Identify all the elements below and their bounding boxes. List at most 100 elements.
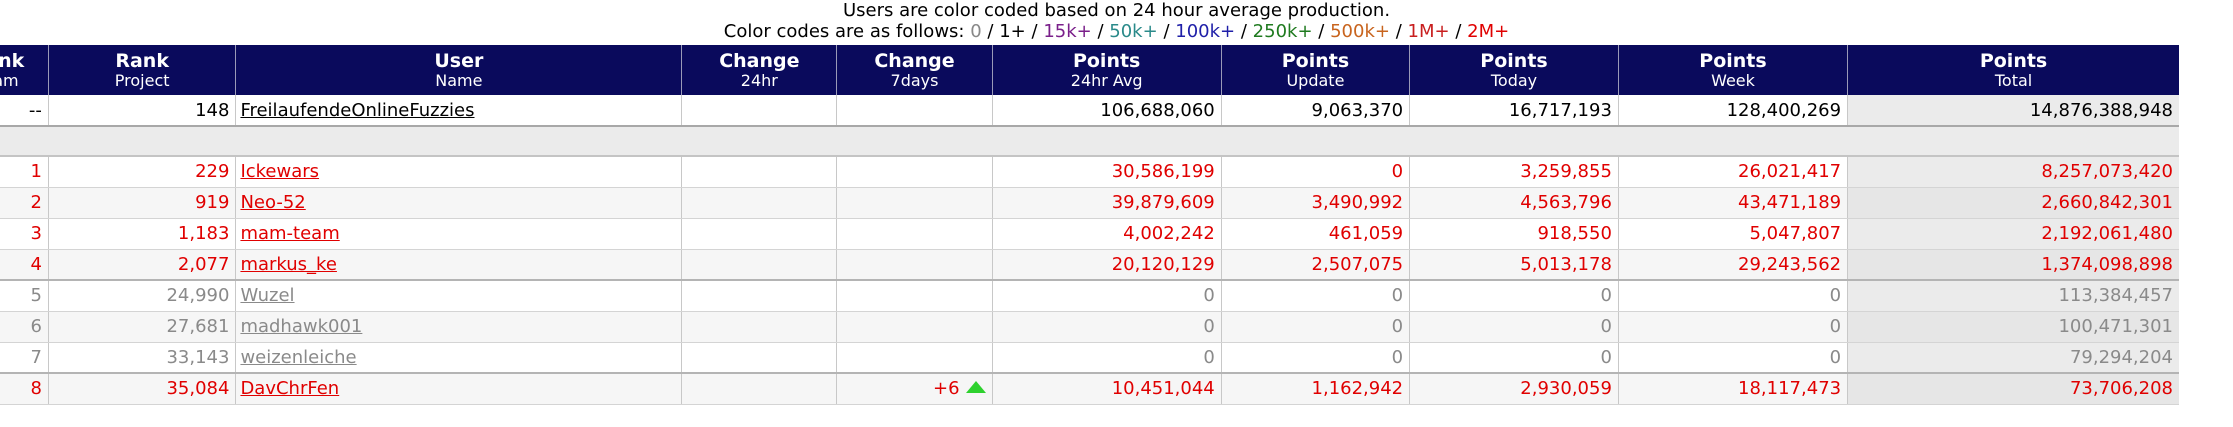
header-sublabel: Name [435,70,483,90]
cell-update: 2,507,075 [1220,249,1410,281]
header-label: Points [1480,49,1548,72]
color-code-15k: 15k+ [1043,21,1092,42]
header-points-week[interactable]: Points Week [1617,45,1848,95]
header-sublabel: 7days [890,70,939,90]
cell-rank-project: 33,143 [47,342,236,374]
user-name-link[interactable]: madhawk001 [240,316,363,337]
user-name-link[interactable]: DavChrFen [240,378,340,400]
cell-total: 73,706,208 [1847,373,2179,405]
header-sublabel: 24hr [740,70,778,90]
cell-change7 [836,95,993,127]
cell-rank-team: 7 [0,342,49,374]
cell-today: 16,717,193 [1409,95,1619,127]
header-sublabel: Week [1711,70,1755,90]
cell-total: 1,374,098,898 [1847,249,2179,281]
cell-today: 3,259,855 [1409,156,1619,188]
user-name-link[interactable]: weizenleiche [240,346,357,368]
team-name-link[interactable]: FreilaufendeOnlineFuzzies [240,99,475,121]
cell-change24 [681,218,837,250]
cell-avg24: 20,120,129 [991,249,1222,281]
header-change-24hr[interactable]: Change 24hr [681,45,837,95]
cell-rank-project: 1,183 [47,218,236,250]
color-code-50k: 50k+ [1109,21,1158,42]
header-change-7days[interactable]: Change 7days [836,45,993,95]
cell-change24 [681,311,837,343]
user-name-link[interactable]: mam-team [240,223,340,244]
header-sublabel: Project [114,70,170,90]
cell-change24 [681,373,837,405]
cell-today: 918,550 [1409,218,1619,250]
spacer-cell [0,126,2179,157]
cell-update: 461,059 [1220,218,1410,250]
header-user-name[interactable]: User Name [235,45,682,95]
header-points-total[interactable]: Points Total [1847,45,2179,95]
cell-rank-team: 6 [0,311,49,343]
cell-rank-project: 229 [47,156,236,188]
cell-week: 18,117,473 [1617,373,1848,405]
cell-name: Wuzel [235,280,682,312]
cell-week: 5,047,807 [1617,218,1848,250]
cell-change24 [681,95,837,127]
color-code-0: 0 [970,21,982,42]
header-rank-team[interactable]: RankTeam [0,45,49,95]
header-rank-project[interactable]: Rank Project [47,45,236,95]
cell-change7 [836,218,993,250]
cell-total: 2,192,061,480 [1847,218,2179,250]
cell-name: markus_ke [235,249,682,281]
cell-change7 [836,280,993,312]
user-name-link[interactable]: Ickewars [240,161,320,183]
cell-rank-team: 5 [0,280,49,312]
cell-total: 8,257,073,420 [1847,156,2179,188]
header-label: Points [1072,49,1141,72]
user-name-link[interactable]: Neo-52 [240,192,306,213]
legend-prefix: Color codes are as follows: [723,21,965,42]
table-row: 4 2,077 markus_ke 20,120,129 2,507,075 5,013,… [0,249,2179,281]
cell-update: 0 [1220,342,1410,374]
legend-description: Users are color coded based on 24 hour a… [842,0,1391,21]
change-7days-value: +6 [933,378,960,400]
cell-name: Ickewars [235,156,682,188]
header-label: Rank [0,49,25,72]
header-sublabel: Today [1490,70,1538,90]
header-sublabel: Team [0,70,19,90]
header-points-update[interactable]: Points Update [1220,45,1410,95]
header-sublabel: 24hr Avg [1070,70,1143,90]
header-points-24hr-avg[interactable]: Points 24hr Avg [991,45,1222,95]
cell-week: 43,471,189 [1617,187,1848,219]
cell-week: 26,021,417 [1617,156,1848,188]
cell-rank-team: 1 [0,156,49,188]
cell-rank-team: 8 [0,373,49,405]
cell-change7 [836,342,993,374]
cell-today: 0 [1409,280,1619,312]
header-label: Change [719,49,800,72]
cell-update: 0 [1220,311,1410,343]
cell-change7 [836,156,993,188]
cell-name: DavChrFen [235,373,682,405]
cell-name: FreilaufendeOnlineFuzzies [235,95,682,127]
color-code-500k: 500k+ [1330,21,1390,42]
color-code-legend: Color codes are as follows: 0 / 1+ / 15k… [723,21,1510,42]
cell-avg24: 4,002,242 [991,218,1222,250]
cell-name: mam-team [235,218,682,250]
table-row: 3 1,183 mam-team 4,002,242 461,059 918,550 5,0… [0,218,2179,250]
cell-change24 [681,280,837,312]
cell-change24 [681,249,837,281]
cell-change7: +6 [836,373,993,405]
cell-avg24: 0 [991,342,1222,374]
cell-avg24: 30,586,199 [991,156,1222,188]
cell-today: 2,930,059 [1409,373,1619,405]
table-row: 8 35,084 DavChrFen +6 10,451,044 1,162,942 2,9… [0,373,2179,405]
user-name-link[interactable]: markus_ke [240,253,337,275]
cell-avg24: 0 [991,311,1222,343]
user-name-link[interactable]: Wuzel [240,285,295,307]
header-label: Rank [115,49,169,72]
header-label: Points [1699,49,1767,72]
table-row: 5 24,990 Wuzel 0 0 0 0 113,384,457 [0,280,2179,312]
header-points-today[interactable]: Points Today [1409,45,1619,95]
table-row: 7 33,143 weizenleiche 0 0 0 0 79,294,204 [0,342,2179,374]
cell-change24 [681,156,837,188]
cell-update: 0 [1220,280,1410,312]
header-sublabel: Update [1286,70,1345,90]
cell-avg24: 10,451,044 [991,373,1222,405]
cell-rank-project: 24,990 [47,280,236,312]
